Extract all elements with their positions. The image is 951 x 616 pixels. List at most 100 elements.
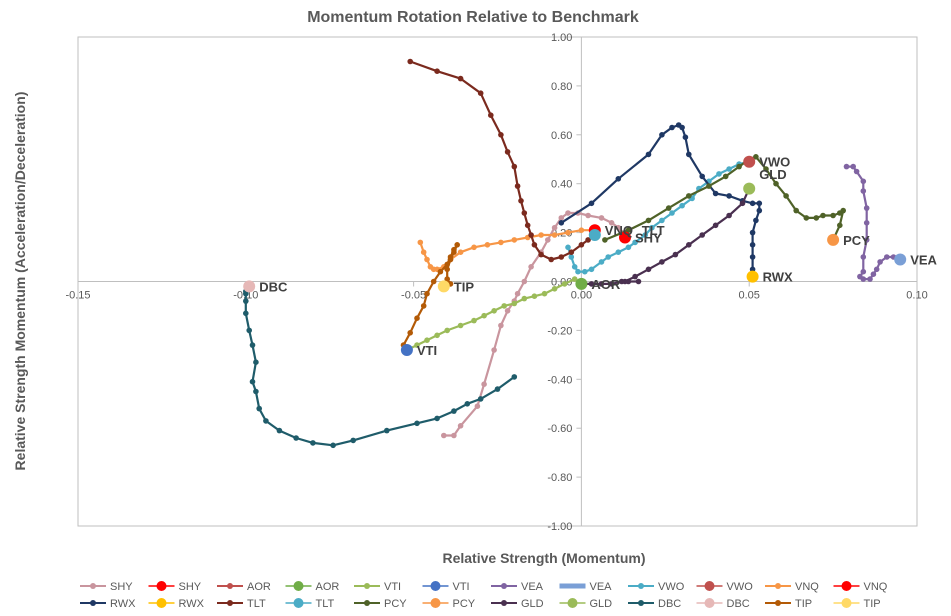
y-tick-label: 0.80 (551, 81, 572, 93)
data-point-tip (444, 266, 451, 273)
data-point-dbc (243, 298, 249, 304)
data-point-rwx (726, 193, 732, 199)
data-point-dbc (243, 310, 249, 317)
data-point-aor (598, 281, 605, 287)
legend-label: VTI (453, 581, 470, 593)
data-point-dbc (511, 374, 518, 380)
data-point-pcy (706, 183, 712, 189)
legend-label: TLT (247, 598, 266, 610)
data-point-gld (726, 212, 732, 219)
legend-item-shy: SHY (80, 581, 133, 593)
legend-marker (156, 581, 167, 591)
data-point-tlt (531, 242, 538, 248)
legend-marker (90, 583, 96, 589)
data-point-dbc (253, 359, 259, 366)
data-point-aor (635, 278, 642, 285)
data-point-vnq (551, 232, 558, 238)
label-vnq: VNQ (605, 223, 633, 238)
data-point-tip (420, 303, 427, 309)
data-point-vwo (598, 259, 605, 265)
data-point-shy (451, 432, 457, 439)
data-point-vti (541, 290, 548, 297)
data-point-pcy (722, 173, 729, 180)
data-point-aor (588, 281, 595, 287)
legend-marker (293, 598, 304, 608)
data-point-vea (860, 178, 867, 185)
endpoint-dbc (243, 280, 256, 293)
label-gld: GLD (759, 167, 786, 182)
data-point-rwx (615, 176, 622, 182)
data-point-vea (870, 271, 877, 278)
label-vti: VTI (417, 343, 437, 358)
data-point-rwx (669, 124, 675, 131)
data-point-rwx (699, 173, 705, 180)
x-tick-label: -0.05 (401, 290, 426, 302)
data-point-tlt (434, 68, 440, 74)
legend-item-vea: VEA (559, 581, 612, 593)
data-point-vwo (642, 232, 648, 238)
endpoint-rwx (746, 270, 759, 283)
data-point-tlt (585, 237, 591, 243)
data-point-shy (565, 210, 571, 216)
data-point-tip (454, 242, 461, 248)
data-point-vti (521, 295, 528, 302)
legend-label: SHY (179, 581, 202, 593)
data-point-tlt (514, 183, 521, 189)
data-point-vti (424, 337, 430, 344)
data-point-gld (659, 259, 665, 265)
legend-marker (90, 600, 96, 606)
data-point-rwx (749, 254, 756, 260)
legend-label: TLT (316, 598, 335, 610)
data-point-rwx (756, 207, 763, 214)
data-point-pcy (645, 217, 652, 224)
legend-label: TIP (864, 598, 881, 610)
data-point-gld (739, 200, 746, 207)
label-pcy: PCY (843, 233, 870, 248)
data-point-tlt (407, 58, 414, 65)
data-point-shy (481, 381, 487, 388)
data-point-rwx (679, 124, 685, 131)
legend-label: AOR (316, 581, 340, 593)
data-point-dbc (330, 442, 336, 449)
legend-marker (227, 583, 233, 589)
x-axis-title: Relative Strength (Momentum) (442, 550, 645, 566)
data-point-pcy (837, 222, 843, 229)
legend-item-rwx: RWX (80, 598, 136, 610)
legend-label: PCY (453, 598, 476, 610)
legend-marker (430, 598, 441, 608)
legend-item-vnq: VNQ (833, 581, 888, 593)
data-point-vwo (582, 268, 588, 275)
series-rwx (558, 122, 763, 280)
legend-label: AOR (247, 581, 271, 593)
data-point-tip (451, 249, 457, 255)
legend-marker (364, 600, 370, 606)
legend-label: VWO (727, 581, 754, 593)
data-point-tlt (548, 256, 554, 263)
data-point-tlt (538, 251, 544, 258)
data-point-vnq (424, 256, 430, 263)
data-point-pcy (820, 212, 826, 219)
data-point-aor (608, 281, 615, 287)
data-point-vti (444, 327, 451, 334)
x-tick-label: 0.00 (571, 290, 592, 302)
data-point-vti (551, 286, 558, 292)
data-point-tlt (521, 210, 528, 216)
data-point-shy (615, 224, 622, 231)
data-point-pcy (686, 193, 692, 199)
x-tick-label: 0.05 (738, 290, 759, 302)
data-point-dbc (293, 435, 299, 441)
data-point-vwo (575, 268, 581, 275)
data-point-tlt (568, 249, 575, 255)
legend-item-vwo: VWO (696, 581, 754, 593)
label-vea: VEA (910, 253, 937, 268)
legend-label: PCY (384, 598, 407, 610)
data-point-rwx (749, 229, 756, 236)
data-point-dbc (256, 405, 263, 412)
legend-marker (227, 600, 233, 606)
label-dbc: DBC (259, 279, 288, 294)
legend-item-pcy: PCY (422, 598, 476, 610)
data-point-dbc (263, 418, 269, 424)
data-point-gld (632, 273, 638, 280)
data-point-vwo (659, 217, 665, 224)
